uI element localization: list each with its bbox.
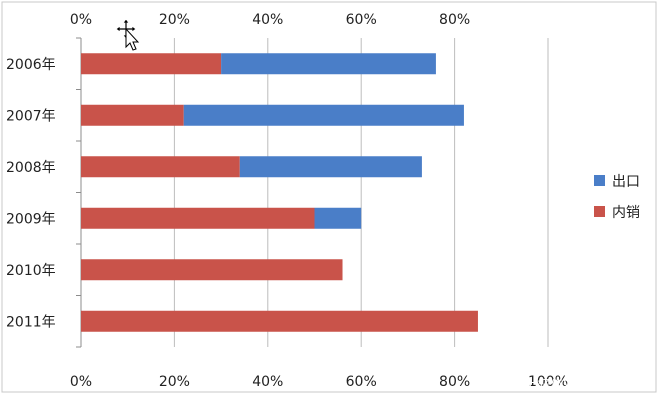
- legend-swatch: [594, 175, 605, 186]
- bottom-tick-label: 60%: [346, 374, 377, 390]
- category-label: 2007年: [6, 108, 56, 124]
- watermark-text: CSDN @上好佳Venessa: [470, 378, 617, 393]
- bar-内销-2008年: [81, 156, 240, 178]
- bar-内销-2010年: [81, 259, 343, 281]
- bar-内销-2006年: [81, 53, 222, 75]
- bottom-tick-label: 0%: [70, 374, 92, 390]
- watermark: CSDN @上好佳Venessa: [470, 378, 617, 393]
- legend-swatch: [594, 206, 605, 217]
- move-cursor-icon: [115, 18, 140, 51]
- legend-label: 内销: [612, 205, 640, 221]
- bottom-tick-label: 40%: [252, 374, 283, 390]
- top-tick-label: 60%: [346, 12, 377, 28]
- bar-出口-2009年: [314, 207, 362, 229]
- category-label: 2006年: [6, 57, 56, 73]
- bar-内销-2011年: [81, 310, 478, 332]
- top-tick-label: 20%: [159, 12, 190, 28]
- bars: [81, 53, 478, 332]
- bar-出口-2006年: [221, 53, 436, 75]
- category-label: 2010年: [6, 263, 56, 279]
- category-label: 2009年: [6, 211, 56, 227]
- legend-label: 出口: [612, 174, 640, 190]
- bottom-tick-label: 100%: [528, 374, 568, 390]
- top-tick-label: 0%: [70, 12, 92, 28]
- axis-labels: 2006年 2007年 2008年 2009年 2010年 2011年 0% 20% 40% 60…: [6, 12, 568, 390]
- chart-area-border: [1, 1, 657, 393]
- category-axis: [76, 37, 82, 348]
- bar-出口-2007年: [183, 104, 464, 126]
- category-label: 2008年: [6, 160, 56, 176]
- category-label: 2011年: [6, 314, 56, 330]
- top-tick-label: 40%: [252, 12, 283, 28]
- top-tick-label: 80%: [439, 12, 470, 28]
- bar-内销-2009年: [81, 207, 315, 229]
- bar-内销-2007年: [81, 104, 184, 126]
- bottom-tick-label: 80%: [439, 374, 470, 390]
- bottom-tick-label: 20%: [159, 374, 190, 390]
- bar-出口-2008年: [239, 156, 422, 178]
